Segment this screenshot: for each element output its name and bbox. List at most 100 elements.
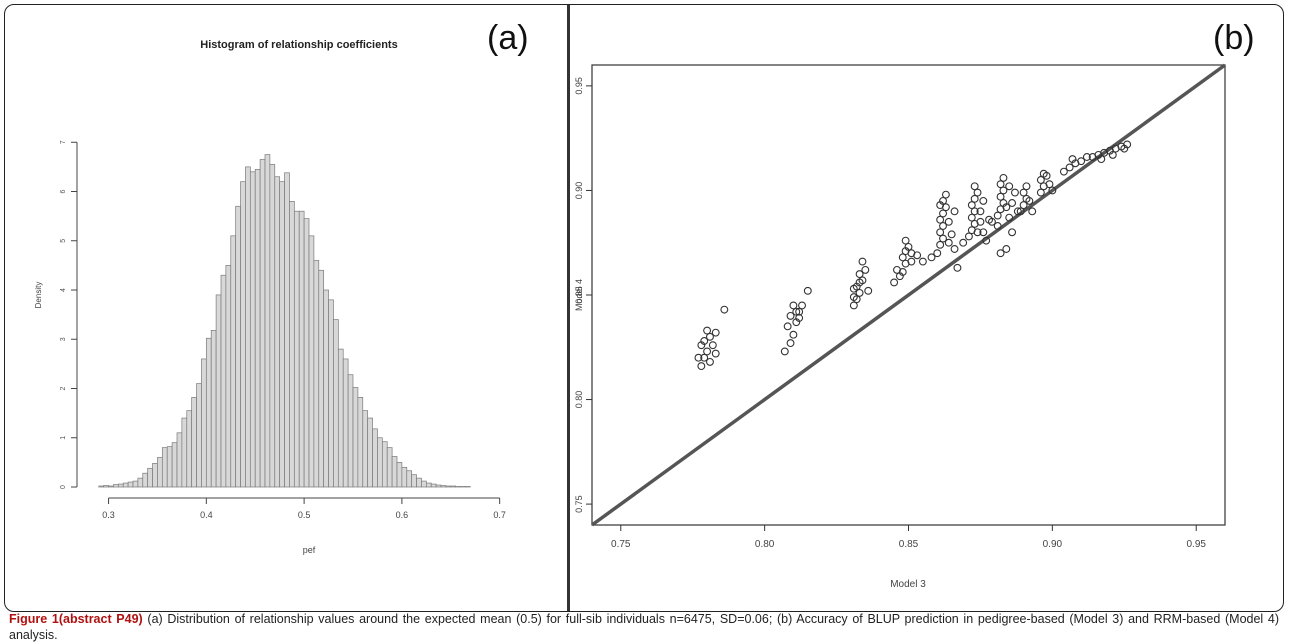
hist-bar — [279, 181, 285, 488]
scatter-point — [855, 288, 864, 297]
scatter-point — [939, 222, 947, 230]
hist-bar — [259, 159, 266, 488]
hist-bar — [215, 294, 222, 488]
x-tick-label: 0.6 — [396, 510, 409, 520]
scatter-point — [996, 180, 1005, 189]
hist-bar — [98, 485, 105, 488]
scatter-point — [973, 188, 982, 197]
hist-bar — [127, 481, 134, 488]
scatter-point — [711, 328, 720, 337]
hist-bar — [113, 484, 119, 488]
hist-bar — [166, 446, 173, 488]
scatter-point — [893, 265, 901, 274]
scatter-point — [861, 265, 870, 274]
y-tick-label: 1 — [60, 436, 67, 440]
scatter-point — [979, 228, 988, 237]
scatter-point — [982, 236, 991, 245]
hist-bar — [421, 480, 427, 488]
scatter-point — [907, 249, 916, 258]
hist-bar — [318, 269, 325, 488]
scatter-point — [697, 362, 706, 371]
hist-bar — [152, 463, 158, 488]
hist-bar — [191, 397, 197, 488]
hist-bar — [391, 456, 398, 488]
scatter-point — [1008, 228, 1017, 237]
scatter-point — [999, 186, 1008, 195]
hist-bar — [323, 289, 329, 488]
hist-bar — [445, 485, 452, 488]
scatter-point — [950, 207, 959, 216]
hist-bar — [416, 477, 422, 488]
scatter-point — [803, 286, 812, 295]
hist-bar — [396, 462, 403, 488]
scatter-point — [1005, 182, 1014, 191]
scatter-point — [976, 207, 985, 216]
scatter-point — [918, 257, 927, 266]
hist-title: Histogram of relationship coefficients — [200, 39, 397, 51]
y-axis-label: Model 4 — [574, 279, 584, 311]
hist-bar — [171, 442, 178, 488]
x-tick-label: 0.3 — [102, 510, 115, 520]
hist-bar — [293, 210, 300, 488]
scatter-point — [939, 209, 947, 218]
scatter-point — [904, 242, 913, 251]
hist-bar — [230, 235, 237, 488]
scatter-point — [979, 196, 988, 205]
scatter-point — [789, 301, 798, 310]
hist-bar — [186, 410, 193, 488]
y-tick-label: 7 — [60, 140, 67, 144]
hist-bar — [284, 172, 290, 488]
scatter-point — [711, 349, 720, 358]
hist-bar — [132, 480, 139, 488]
scatter-point — [1013, 207, 1022, 216]
hist-bar — [313, 260, 320, 488]
scatter-point — [987, 217, 996, 226]
scatter-point — [708, 341, 717, 350]
x-tick-label: 0.90 — [1043, 539, 1063, 550]
scatter-point — [936, 201, 945, 210]
x-tick-label: 0.85 — [899, 539, 919, 550]
hist-bar — [142, 472, 149, 488]
hist-bar — [450, 485, 457, 488]
panel-label-b: (b) — [1213, 19, 1255, 57]
scatter-point — [720, 305, 729, 314]
scatter-point — [1097, 155, 1106, 164]
scatter-point — [973, 228, 982, 237]
hist-bar — [440, 485, 447, 488]
hist-bar — [157, 457, 163, 488]
scatter-point — [1011, 188, 1019, 197]
hist-bar — [108, 485, 114, 488]
y-tick-label: 0.80 — [574, 391, 584, 409]
hist-bar — [406, 470, 413, 488]
hist-bar — [352, 387, 359, 488]
y-tick-label: 0.90 — [574, 182, 584, 200]
scatter-point — [700, 353, 709, 362]
hist-bar — [328, 299, 334, 488]
scatter-point — [855, 278, 864, 287]
hist-bar — [245, 166, 251, 488]
x-axis-label: Model 3 — [890, 579, 926, 590]
scatter-point — [941, 190, 950, 199]
scatter-point — [1002, 245, 1011, 253]
scatter-point — [1045, 180, 1054, 189]
hist-bar — [308, 235, 315, 488]
hist-bar — [210, 330, 217, 488]
scatter-point — [964, 232, 973, 241]
scatter-point — [1036, 176, 1045, 184]
hist-bar — [205, 337, 212, 488]
scatter-point — [858, 257, 867, 266]
hist-bar — [201, 358, 207, 488]
x-tick-label: 0.7 — [493, 510, 506, 520]
x-axis-label: pef — [303, 545, 316, 555]
hist-bar — [161, 447, 168, 488]
scatter-point — [1036, 188, 1045, 197]
hist-bar — [337, 348, 344, 488]
scatter-point — [1077, 157, 1086, 166]
scatter-point — [970, 182, 979, 191]
scatter-point — [786, 311, 795, 320]
scatter-point — [798, 301, 806, 310]
scatter-point — [898, 253, 907, 262]
hist-bar — [362, 410, 369, 488]
scatter-point — [849, 301, 858, 310]
y-axis-label: Density — [34, 282, 43, 309]
